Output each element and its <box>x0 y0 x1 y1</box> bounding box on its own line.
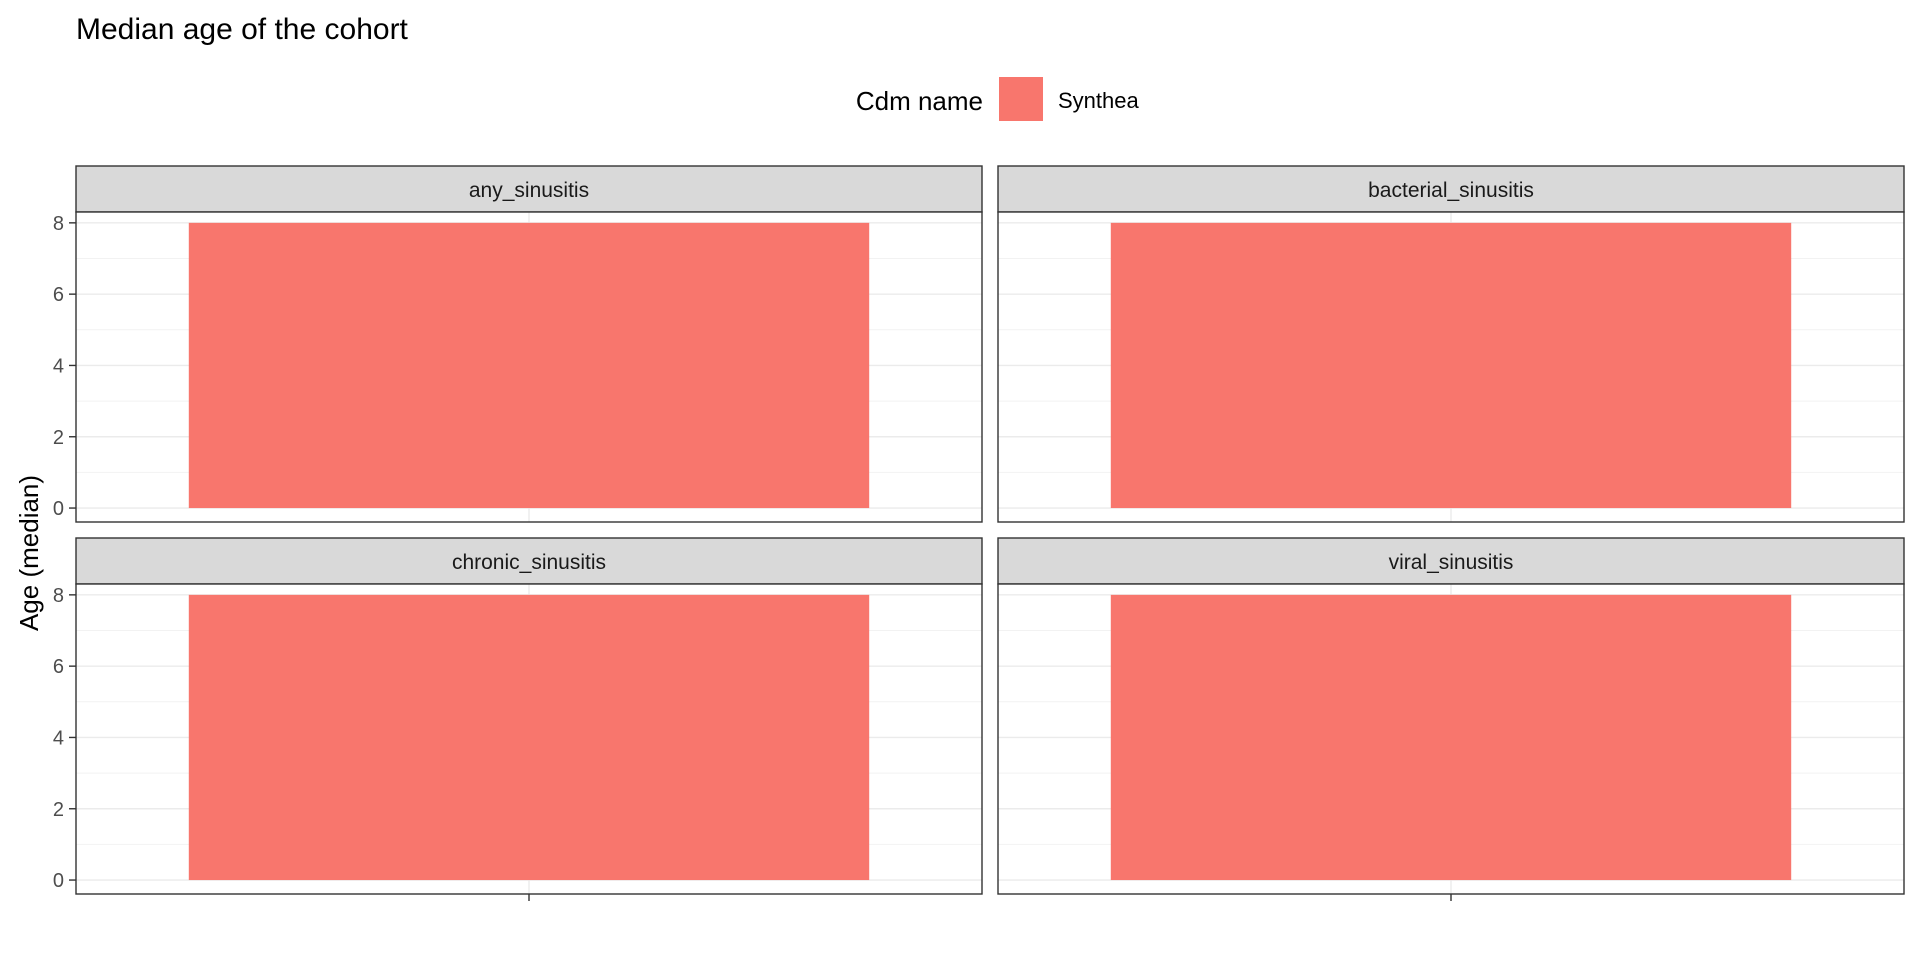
y-tick-label: 8 <box>53 585 64 607</box>
facet-panel-any_sinusitis: any_sinusitis 0 2 4 6 8 <box>53 165 983 523</box>
facet-strip-label: bacterial_sinusitis <box>1368 179 1534 202</box>
y-tick-label: 6 <box>53 284 64 306</box>
y-axis-label: Age (median) <box>14 475 44 631</box>
facet-strip <box>997 165 1905 213</box>
panel-border <box>997 211 1905 523</box>
legend-label-synthea: Synthea <box>1058 88 1139 113</box>
facet-strip <box>75 165 983 213</box>
legend: Cdm name Synthea <box>856 77 1139 121</box>
chart-title: Median age of the cohort <box>76 13 409 46</box>
facet-panels: any_sinusitis 0 2 4 6 8 bacterial_sinusitischr… <box>53 165 1905 901</box>
y-tick-label: 2 <box>53 799 64 821</box>
facet-panel-bacterial_sinusitis: bacterial_sinusitis <box>997 165 1905 523</box>
y-tick-label: 4 <box>53 727 64 749</box>
y-tick-label: 0 <box>53 870 64 892</box>
facet-strip <box>997 537 1905 585</box>
bar-bacterial_sinusitis <box>1110 222 1792 509</box>
facet-strip <box>75 537 983 585</box>
facet-panel-chronic_sinusitis: chronic_sinusitis 0 2 4 6 8 <box>53 537 983 901</box>
legend-title: Cdm name <box>856 86 983 116</box>
y-tick-label: 2 <box>53 427 64 449</box>
bar-chronic_sinusitis <box>188 594 870 881</box>
y-tick-label: 8 <box>53 213 64 235</box>
facet-panel-viral_sinusitis: viral_sinusitis <box>997 537 1905 901</box>
panel-border <box>75 211 983 523</box>
y-tick-label: 0 <box>53 498 64 520</box>
bar-any_sinusitis <box>188 222 870 509</box>
y-tick-label: 4 <box>53 355 64 377</box>
bar-viral_sinusitis <box>1110 594 1792 881</box>
facet-strip-label: viral_sinusitis <box>1389 551 1514 574</box>
y-tick-label: 6 <box>53 656 64 678</box>
facet-strip-label: any_sinusitis <box>469 179 589 202</box>
facet-strip-label: chronic_sinusitis <box>452 551 606 574</box>
legend-key-synthea <box>999 77 1043 121</box>
